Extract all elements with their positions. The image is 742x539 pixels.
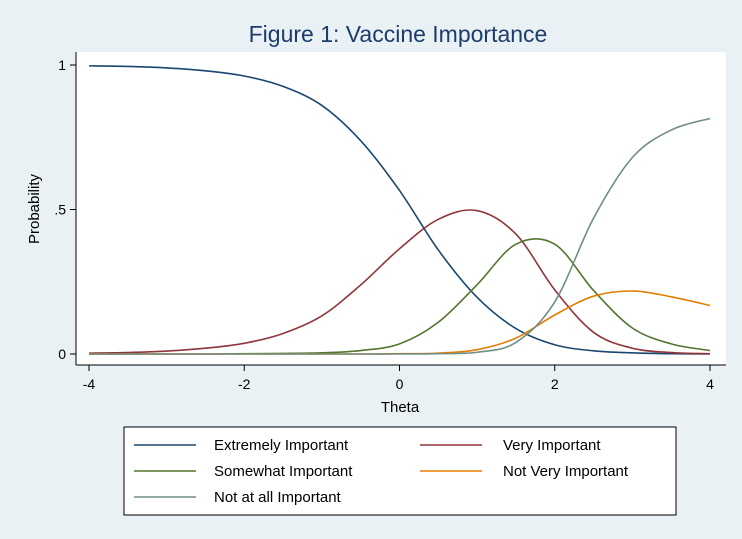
x-tick-label: 4 (706, 376, 714, 392)
x-axis-title: Theta (381, 399, 420, 416)
legend: Extremely Important Very Important Somewha… (123, 426, 677, 516)
legend-label: Somewhat Important (214, 463, 353, 480)
chart-title: Figure 1: Vaccine Importance (249, 21, 548, 47)
legend-label: Not at all Important (214, 489, 342, 506)
y-tick-label: 1 (58, 57, 66, 73)
legend-item: Somewhat Important (134, 463, 353, 480)
y-tick-label: .5 (54, 202, 66, 218)
series-line-very-important (88, 209, 711, 355)
x-tick-label: 2 (551, 376, 559, 392)
plot-area (76, 52, 726, 365)
series-lines (88, 65, 711, 355)
y-tick-label: 0 (58, 346, 66, 362)
legend-box (123, 426, 677, 516)
legend-label: Not Very Important (503, 463, 629, 480)
legend-item: Extremely Important (134, 437, 349, 454)
x-tick-label: -2 (238, 376, 251, 392)
legend-label: Very Important (503, 437, 601, 454)
series-line-extremely-important (88, 65, 711, 355)
legend-item: Not Very Important (420, 463, 629, 480)
legend-label: Extremely Important (214, 437, 349, 454)
legend-item: Very Important (420, 437, 601, 454)
axes: 0 .5 1 -4 -2 0 2 4 (54, 52, 726, 392)
x-tick-label: -4 (83, 376, 96, 392)
x-tick-label: 0 (396, 376, 404, 392)
legend-item: Not at all Important (134, 489, 342, 506)
y-axis-title: Probability (26, 173, 43, 244)
series-line-not-at-all-important (88, 117, 711, 355)
